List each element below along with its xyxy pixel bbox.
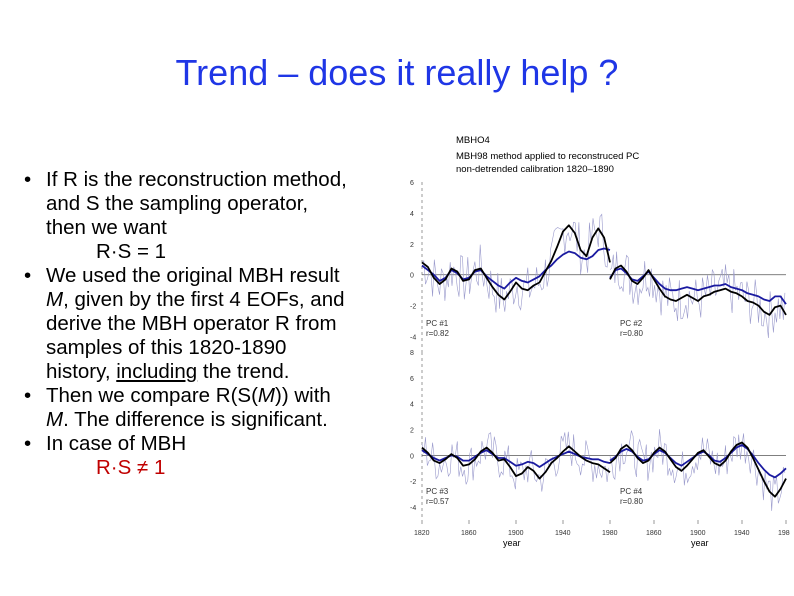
panel-label: PC #3 — [426, 487, 449, 496]
underlined-word: including — [116, 360, 198, 383]
bullet-text: We used the original MBH result — [46, 264, 340, 287]
bullet-dot: • — [24, 384, 32, 407]
reconstruction-series-line — [421, 449, 611, 468]
y-tick-label: -2 — [410, 304, 416, 311]
bullet-text: )) with — [275, 384, 331, 407]
bullet-text: history, including the trend. — [46, 360, 414, 384]
bullet-list: • If R is the reconstruction method, and… — [22, 168, 414, 480]
bullet-text: Then we compare R(S(M)) with — [46, 384, 414, 408]
y-tick-label: -2 — [410, 479, 416, 486]
x-tick-label: 1940 — [555, 530, 571, 537]
bullet-text: If R is the reconstruction method, — [46, 168, 347, 191]
x-tick-label: 1860 — [461, 530, 477, 537]
x-axis-label: year — [691, 538, 709, 548]
bullet-item-3: • Then we compare R(S(M)) with M. The di… — [22, 384, 414, 432]
bullet-text: then we want — [46, 216, 167, 239]
mbh-pc-chart: MBHO4 MBH98 method applied to reconstruc… — [410, 135, 790, 548]
annual-series-line — [609, 429, 786, 511]
y-tick-label: -4 — [410, 335, 416, 342]
bullet-text: In case of MBH — [46, 432, 187, 455]
bullet-text: samples of this 1820-1890 — [46, 336, 287, 359]
panel-r-value: r=0.80 — [620, 497, 643, 506]
reconstruction-series-line — [421, 247, 611, 290]
y-tick-label: -4 — [410, 505, 416, 512]
bullet-text: derive the MBH operator R from — [46, 312, 337, 335]
x-tick-label: 1940 — [734, 530, 750, 537]
bullet-text: M, given by the first 4 EOFs, and — [46, 288, 414, 312]
bullet-item-2: • We used the original MBH result M, giv… — [22, 264, 414, 384]
x-tick-label: 1980 — [778, 530, 790, 537]
y-tick-label: 8 — [410, 350, 414, 357]
chart-title: MBH98 method applied to reconstruced PC — [456, 151, 639, 162]
equation: R·S ≠ 1 — [96, 456, 166, 479]
math-variable: M — [46, 288, 64, 311]
math-variable: M — [257, 384, 275, 407]
bullet-text: M. The difference is significant. — [46, 408, 414, 432]
annual-series-line — [421, 431, 610, 492]
y-tick-label: 4 — [410, 402, 414, 409]
reconstruction-series-line — [609, 267, 787, 305]
x-tick-label: 1980 — [602, 530, 618, 537]
bullet-dot: • — [24, 168, 32, 191]
panel-label: PC #2 — [620, 319, 643, 328]
y-tick-label: 6 — [410, 180, 414, 187]
y-tick-label: 6 — [410, 376, 414, 383]
x-tick-label: 1860 — [646, 530, 662, 537]
slide-title: Trend – does it really help ? — [175, 52, 619, 93]
y-tick-label: 0 — [410, 453, 414, 460]
panel-r-value: r=0.80 — [620, 329, 643, 338]
original-series-line — [609, 264, 787, 316]
bullet-item-1: • If R is the reconstruction method, and… — [22, 168, 414, 264]
bullet-text: , given by the first 4 EOFs, and — [63, 288, 345, 311]
x-tick-label: 1900 — [690, 530, 706, 537]
bullet-text: and S the sampling operator, — [46, 192, 309, 215]
y-tick-label: 2 — [410, 428, 414, 435]
annual-series-line — [609, 251, 786, 339]
panel-r-value: r=0.57 — [426, 497, 449, 506]
original-series-line — [609, 441, 787, 498]
x-tick-label: 1820 — [414, 530, 430, 537]
bullet-text: Then we compare R(S( — [46, 384, 258, 407]
math-variable: M — [46, 408, 64, 431]
y-tick-label: 2 — [410, 242, 414, 249]
chart-header: MBHO4 — [456, 135, 490, 146]
annual-series-line — [421, 213, 610, 313]
bullet-text: the trend. — [197, 360, 290, 383]
panel-label: PC #4 — [620, 487, 643, 496]
x-axis-label: year — [503, 538, 521, 548]
chart-subtitle: non-detrended calibration 1820–1890 — [456, 164, 614, 175]
panel-label: PC #1 — [426, 319, 449, 328]
equation: R·S = 1 — [96, 240, 167, 263]
bullet-item-4: • In case of MBH R·S ≠ 1 — [22, 432, 414, 480]
y-tick-label: 4 — [410, 211, 414, 218]
original-series-line — [421, 224, 611, 301]
bullet-dot: • — [24, 264, 32, 287]
x-tick-label: 1900 — [508, 530, 524, 537]
original-series-line — [421, 445, 611, 480]
bullet-text: history, — [46, 360, 117, 383]
bullet-text: . The difference is significant. — [63, 408, 328, 431]
y-tick-label: 0 — [410, 273, 414, 280]
bullet-dot: • — [24, 432, 32, 455]
panel-r-value: r=0.82 — [426, 329, 449, 338]
